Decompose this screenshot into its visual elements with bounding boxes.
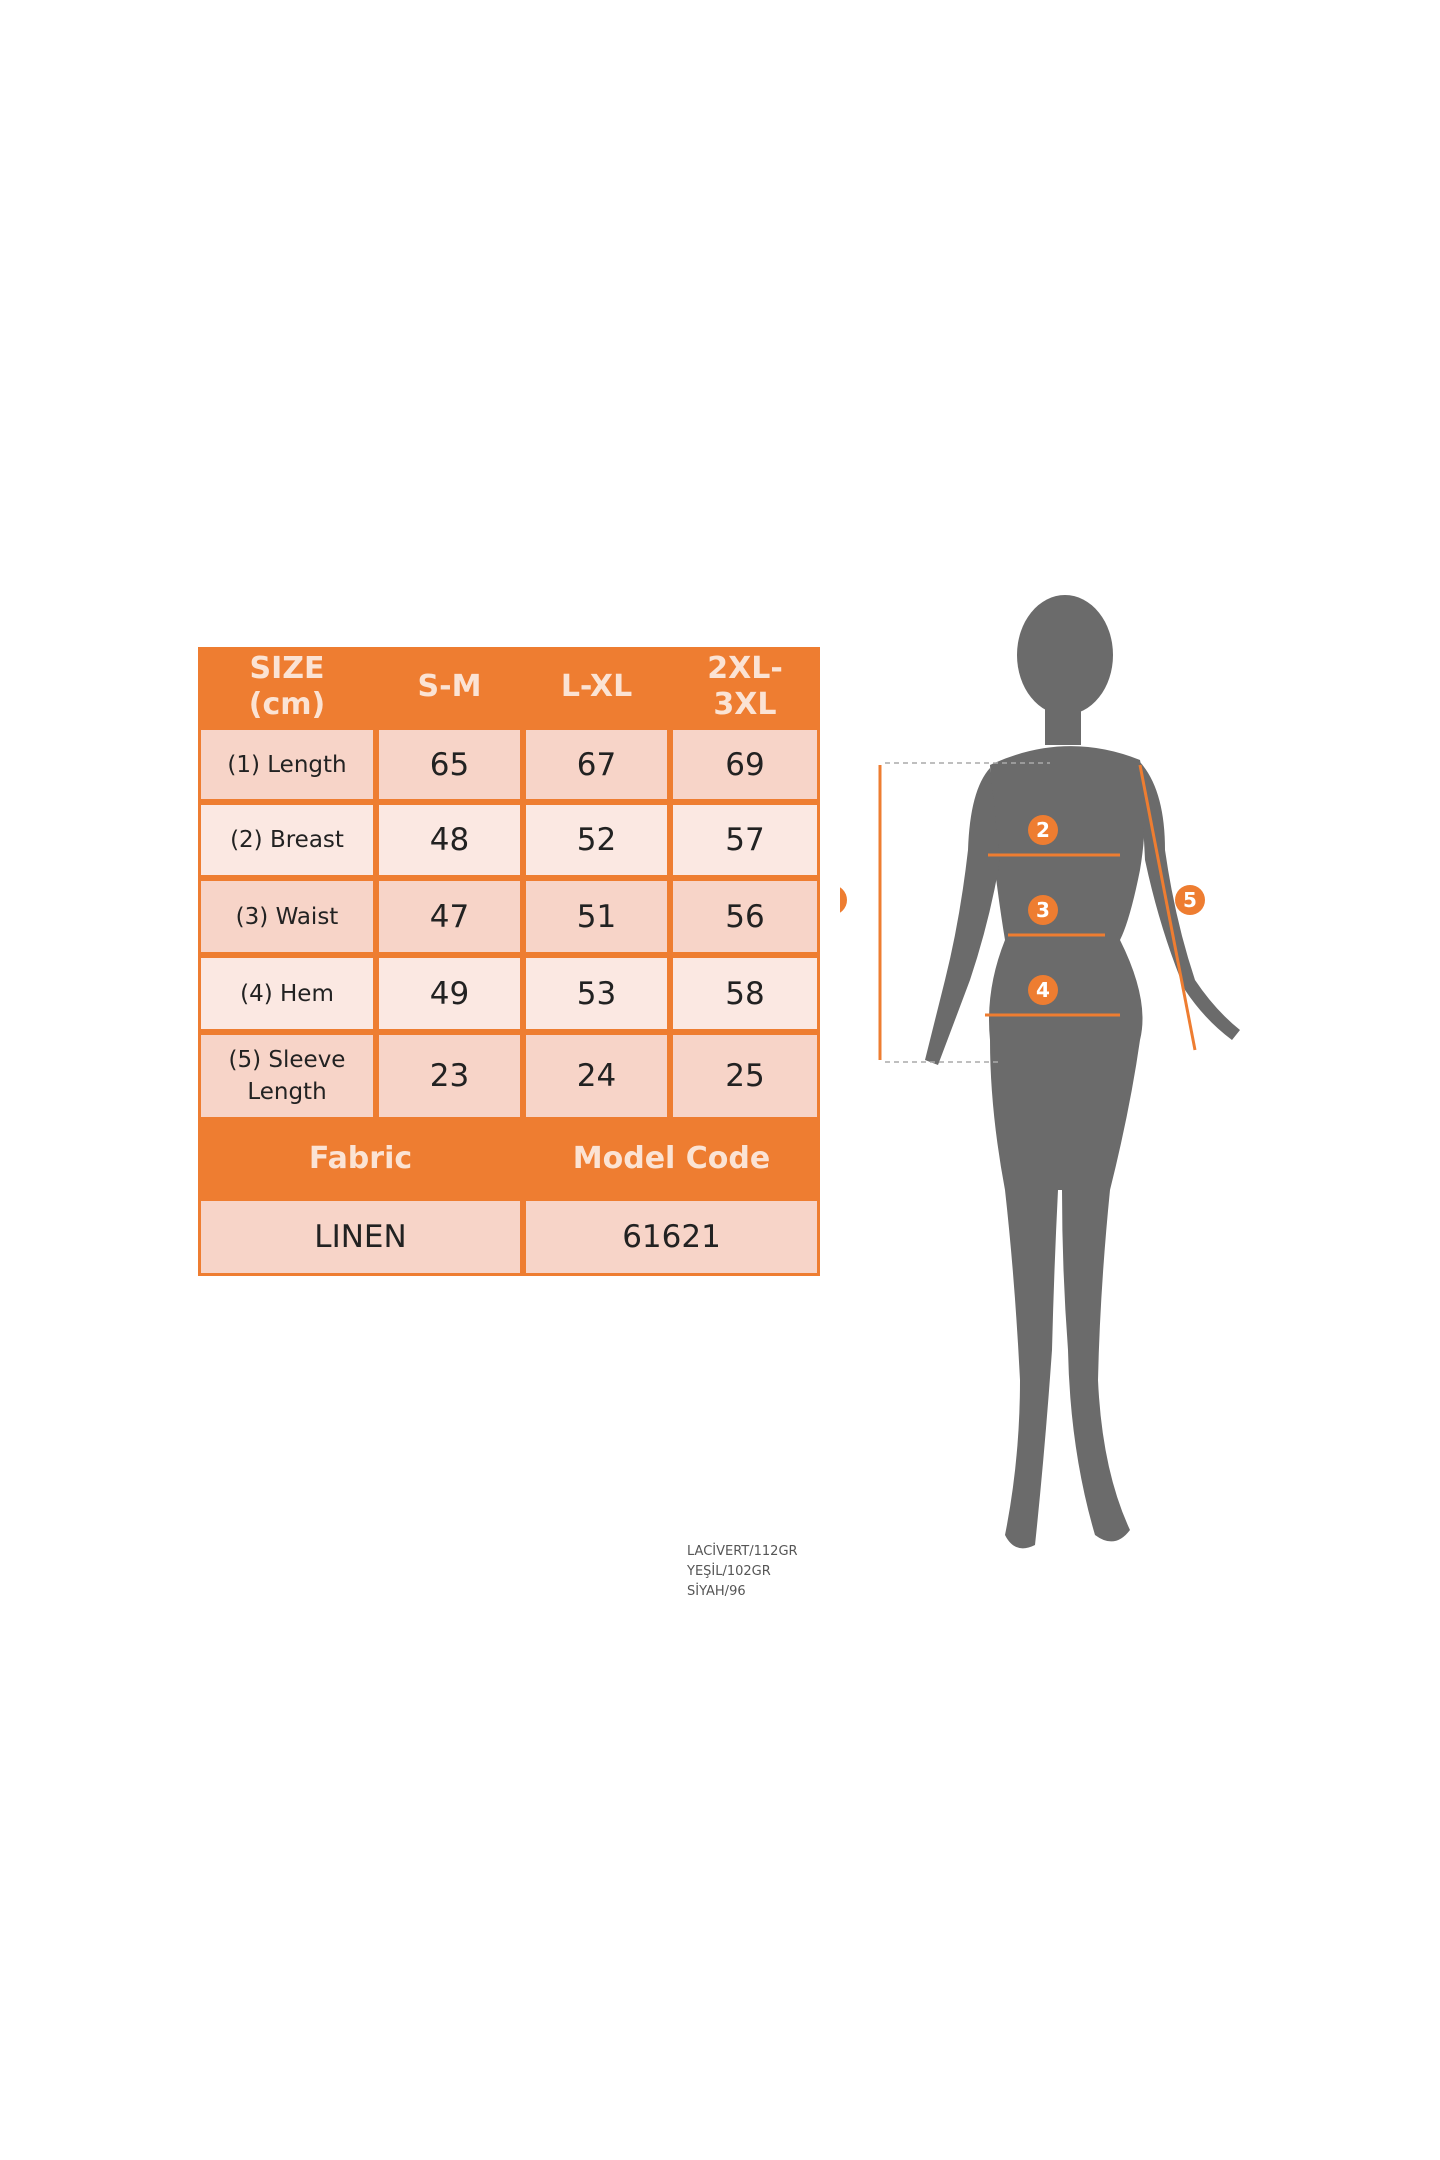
marker-5: [1175, 885, 1205, 915]
size-value: 69: [673, 730, 817, 799]
marker-3: [1028, 895, 1058, 925]
measurement-lines: [878, 764, 1197, 1060]
size-value: 56: [673, 881, 817, 952]
size-value: 23: [379, 1035, 520, 1117]
size-value-text: 67: [576, 746, 617, 783]
model-code-header: Model Code: [572, 1141, 771, 1176]
header-text: S-M: [417, 669, 482, 704]
body-measurement-figure: 1 2 3 4 5: [840, 595, 1240, 1549]
size-value-text: 65: [429, 746, 470, 783]
size-value: 49: [379, 958, 520, 1029]
marker-label: 2: [1036, 818, 1050, 842]
size-value: 48: [379, 805, 520, 875]
size-value: 51: [526, 881, 667, 952]
header-cell: L-XL: [523, 647, 670, 727]
size-value-text: 51: [576, 898, 617, 935]
size-value: 24: [526, 1035, 667, 1117]
sleeve-line: [1138, 764, 1197, 1051]
note-line: SİYAH/96: [687, 1584, 746, 1599]
fabric-value: LINEN: [201, 1201, 520, 1273]
guide-lines: [885, 762, 1050, 1063]
size-value: 25: [673, 1035, 817, 1117]
header-cell: SIZE (cm): [198, 647, 376, 727]
size-value-text: 25: [725, 1058, 765, 1094]
size-value-text: 57: [725, 822, 765, 858]
row-label: (3) Waist: [201, 881, 373, 952]
size-value: 53: [526, 958, 667, 1029]
color-weight-notes: LACİVERT/112GR YEŞİL/102GR SİYAH/96: [687, 1542, 798, 1602]
row-label-text: (2) Breast: [230, 827, 344, 853]
marker-label: 4: [1036, 978, 1050, 1002]
size-value-text: 49: [429, 975, 470, 1012]
header-text: 2XL- 3XL: [707, 651, 783, 722]
marker-4: [1028, 975, 1058, 1005]
size-value-text: 48: [429, 822, 470, 858]
marker-1: [840, 887, 847, 913]
size-value: 47: [379, 881, 520, 952]
size-value-text: 47: [429, 898, 470, 935]
row-label: (1) Length: [201, 730, 373, 799]
size-value-text: 23: [429, 1058, 470, 1094]
note-line: YEŞİL/102GR: [687, 1564, 771, 1579]
row-label: (4) Hem: [201, 958, 373, 1029]
header-text: L-XL: [560, 669, 633, 704]
row-label: (5) Sleeve Length: [201, 1035, 373, 1117]
size-value: 65: [379, 730, 520, 799]
marker-label: 3: [1036, 898, 1050, 922]
row-label-text: (3) Waist: [235, 903, 339, 930]
row-label-text: (4) Hem: [240, 980, 334, 1007]
size-value-text: 24: [576, 1058, 617, 1094]
size-value-text: 69: [725, 746, 765, 783]
size-value-text: 53: [576, 975, 617, 1012]
row-label-text: (1) Length: [227, 751, 347, 778]
size-value-text: 58: [725, 975, 765, 1012]
marker-2: [1028, 815, 1058, 845]
note-line: LACİVERT/112GR: [687, 1544, 798, 1559]
marker-circles: [840, 815, 1205, 1005]
model-code-value: 61621: [526, 1201, 817, 1273]
marker-label: 5: [1183, 888, 1197, 912]
size-value: 58: [673, 958, 817, 1029]
size-value: 67: [526, 730, 667, 799]
size-value: 52: [526, 805, 667, 875]
woman-silhouette: [925, 595, 1240, 1549]
size-value: 57: [673, 805, 817, 875]
row-label-text: (5) Sleeve Length: [228, 1047, 346, 1105]
size-chart-table: SIZE (cm) S-M L-XL 2XL- 3XL (1) Length 65 67 69…: [198, 647, 820, 1276]
fabric-value-text: LINEN: [314, 1219, 407, 1255]
header-cell: S-M: [376, 647, 523, 727]
fabric-header: Fabric: [308, 1141, 413, 1176]
size-value-text: 56: [725, 898, 765, 935]
header-text: SIZE (cm): [248, 651, 326, 722]
row-label: (2) Breast: [201, 805, 373, 875]
size-value-text: 52: [576, 822, 617, 858]
model-code-value-text: 61621: [622, 1219, 721, 1255]
header-cell: 2XL- 3XL: [670, 647, 820, 727]
